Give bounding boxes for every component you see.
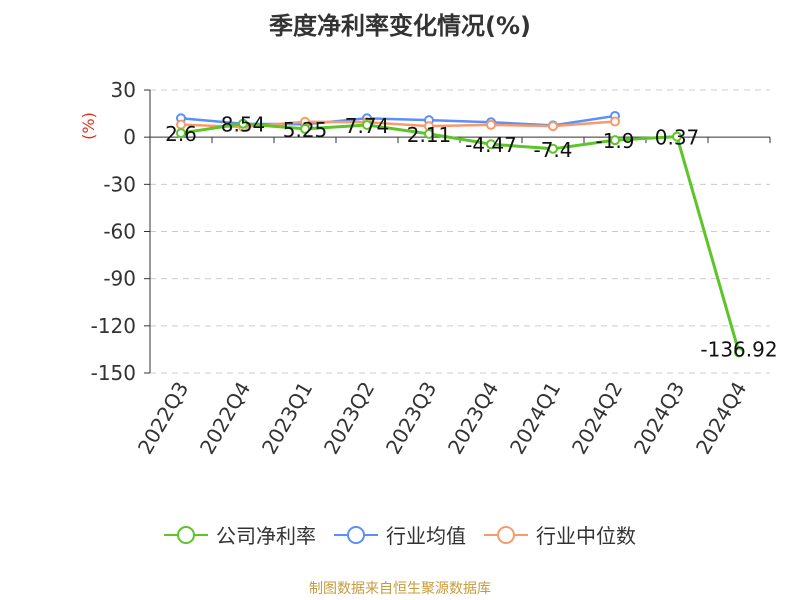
y-tick-label: -150 — [91, 361, 136, 385]
y-tick-label: 0 — [123, 125, 136, 149]
y-tick-label: -90 — [103, 267, 136, 291]
data-label: -136.92 — [700, 337, 777, 361]
data-point-industry_median — [610, 116, 620, 127]
series-line-company — [180, 122, 741, 353]
legend-marker-industry-avg — [334, 525, 378, 544]
y-unit-label: (%) — [79, 112, 98, 140]
data-label: 2.11 — [407, 123, 452, 147]
legend-label-industry-median: 行业中位数 — [536, 524, 636, 548]
data-label: 7.74 — [345, 114, 390, 138]
data-label: -1.9 — [595, 129, 634, 153]
data-point-company — [548, 143, 558, 154]
data-point-company — [238, 118, 248, 129]
legend-item-industry-avg[interactable]: 行业均值 — [334, 520, 466, 549]
y-tick-label: -60 — [103, 220, 136, 244]
data-label: 5.25 — [283, 118, 328, 142]
data-point-company — [362, 119, 372, 130]
data-label: 0.37 — [655, 126, 700, 150]
x-tick-label: 2024Q1 — [505, 378, 565, 459]
data-label: -4.47 — [465, 133, 517, 157]
x-tick-label: 2024Q2 — [567, 378, 627, 459]
legend-marker-industry-median — [484, 525, 528, 544]
y-tick-label: 30 — [111, 78, 136, 102]
x-tick-label: 2022Q3 — [133, 378, 193, 459]
data-point-industry_median — [548, 121, 558, 132]
legend-item-company[interactable]: 公司净利率 — [164, 520, 316, 549]
data-point-company — [300, 123, 310, 134]
chart-title: 季度净利率变化情况(%) — [269, 12, 531, 40]
data-label: -7.4 — [533, 138, 572, 162]
x-tick-label: 2024Q4 — [691, 378, 751, 459]
x-tick-label: 2023Q4 — [443, 378, 503, 459]
data-point-industry_median — [486, 119, 496, 130]
y-tick-label: -120 — [91, 314, 136, 338]
data-point-company — [734, 347, 744, 358]
legend-label-industry-avg: 行业均值 — [386, 524, 466, 548]
x-tick-label: 2023Q3 — [381, 378, 441, 459]
data-label: 8.54 — [221, 113, 266, 137]
legend-marker-company — [164, 525, 208, 544]
legend-label-company: 公司净利率 — [216, 524, 316, 548]
x-tick-label: 2022Q4 — [195, 378, 255, 459]
legend-item-industry-median[interactable]: 行业中位数 — [484, 520, 636, 549]
data-source-note: 制图数据来自恒生聚源数据库 — [309, 581, 491, 597]
data-point-company — [176, 128, 186, 139]
data-point-company — [486, 139, 496, 150]
y-tick-label: -30 — [103, 172, 136, 196]
data-point-company — [424, 128, 434, 139]
x-tick-label: 2023Q2 — [319, 378, 379, 459]
data-point-company — [672, 131, 682, 142]
data-point-company — [610, 135, 620, 146]
data-label: 2.6 — [165, 122, 197, 146]
x-tick-label: 2023Q1 — [257, 378, 317, 459]
legend: 公司净利率 行业均值 行业中位数 — [0, 520, 800, 549]
x-tick-label: 2024Q3 — [629, 378, 689, 459]
